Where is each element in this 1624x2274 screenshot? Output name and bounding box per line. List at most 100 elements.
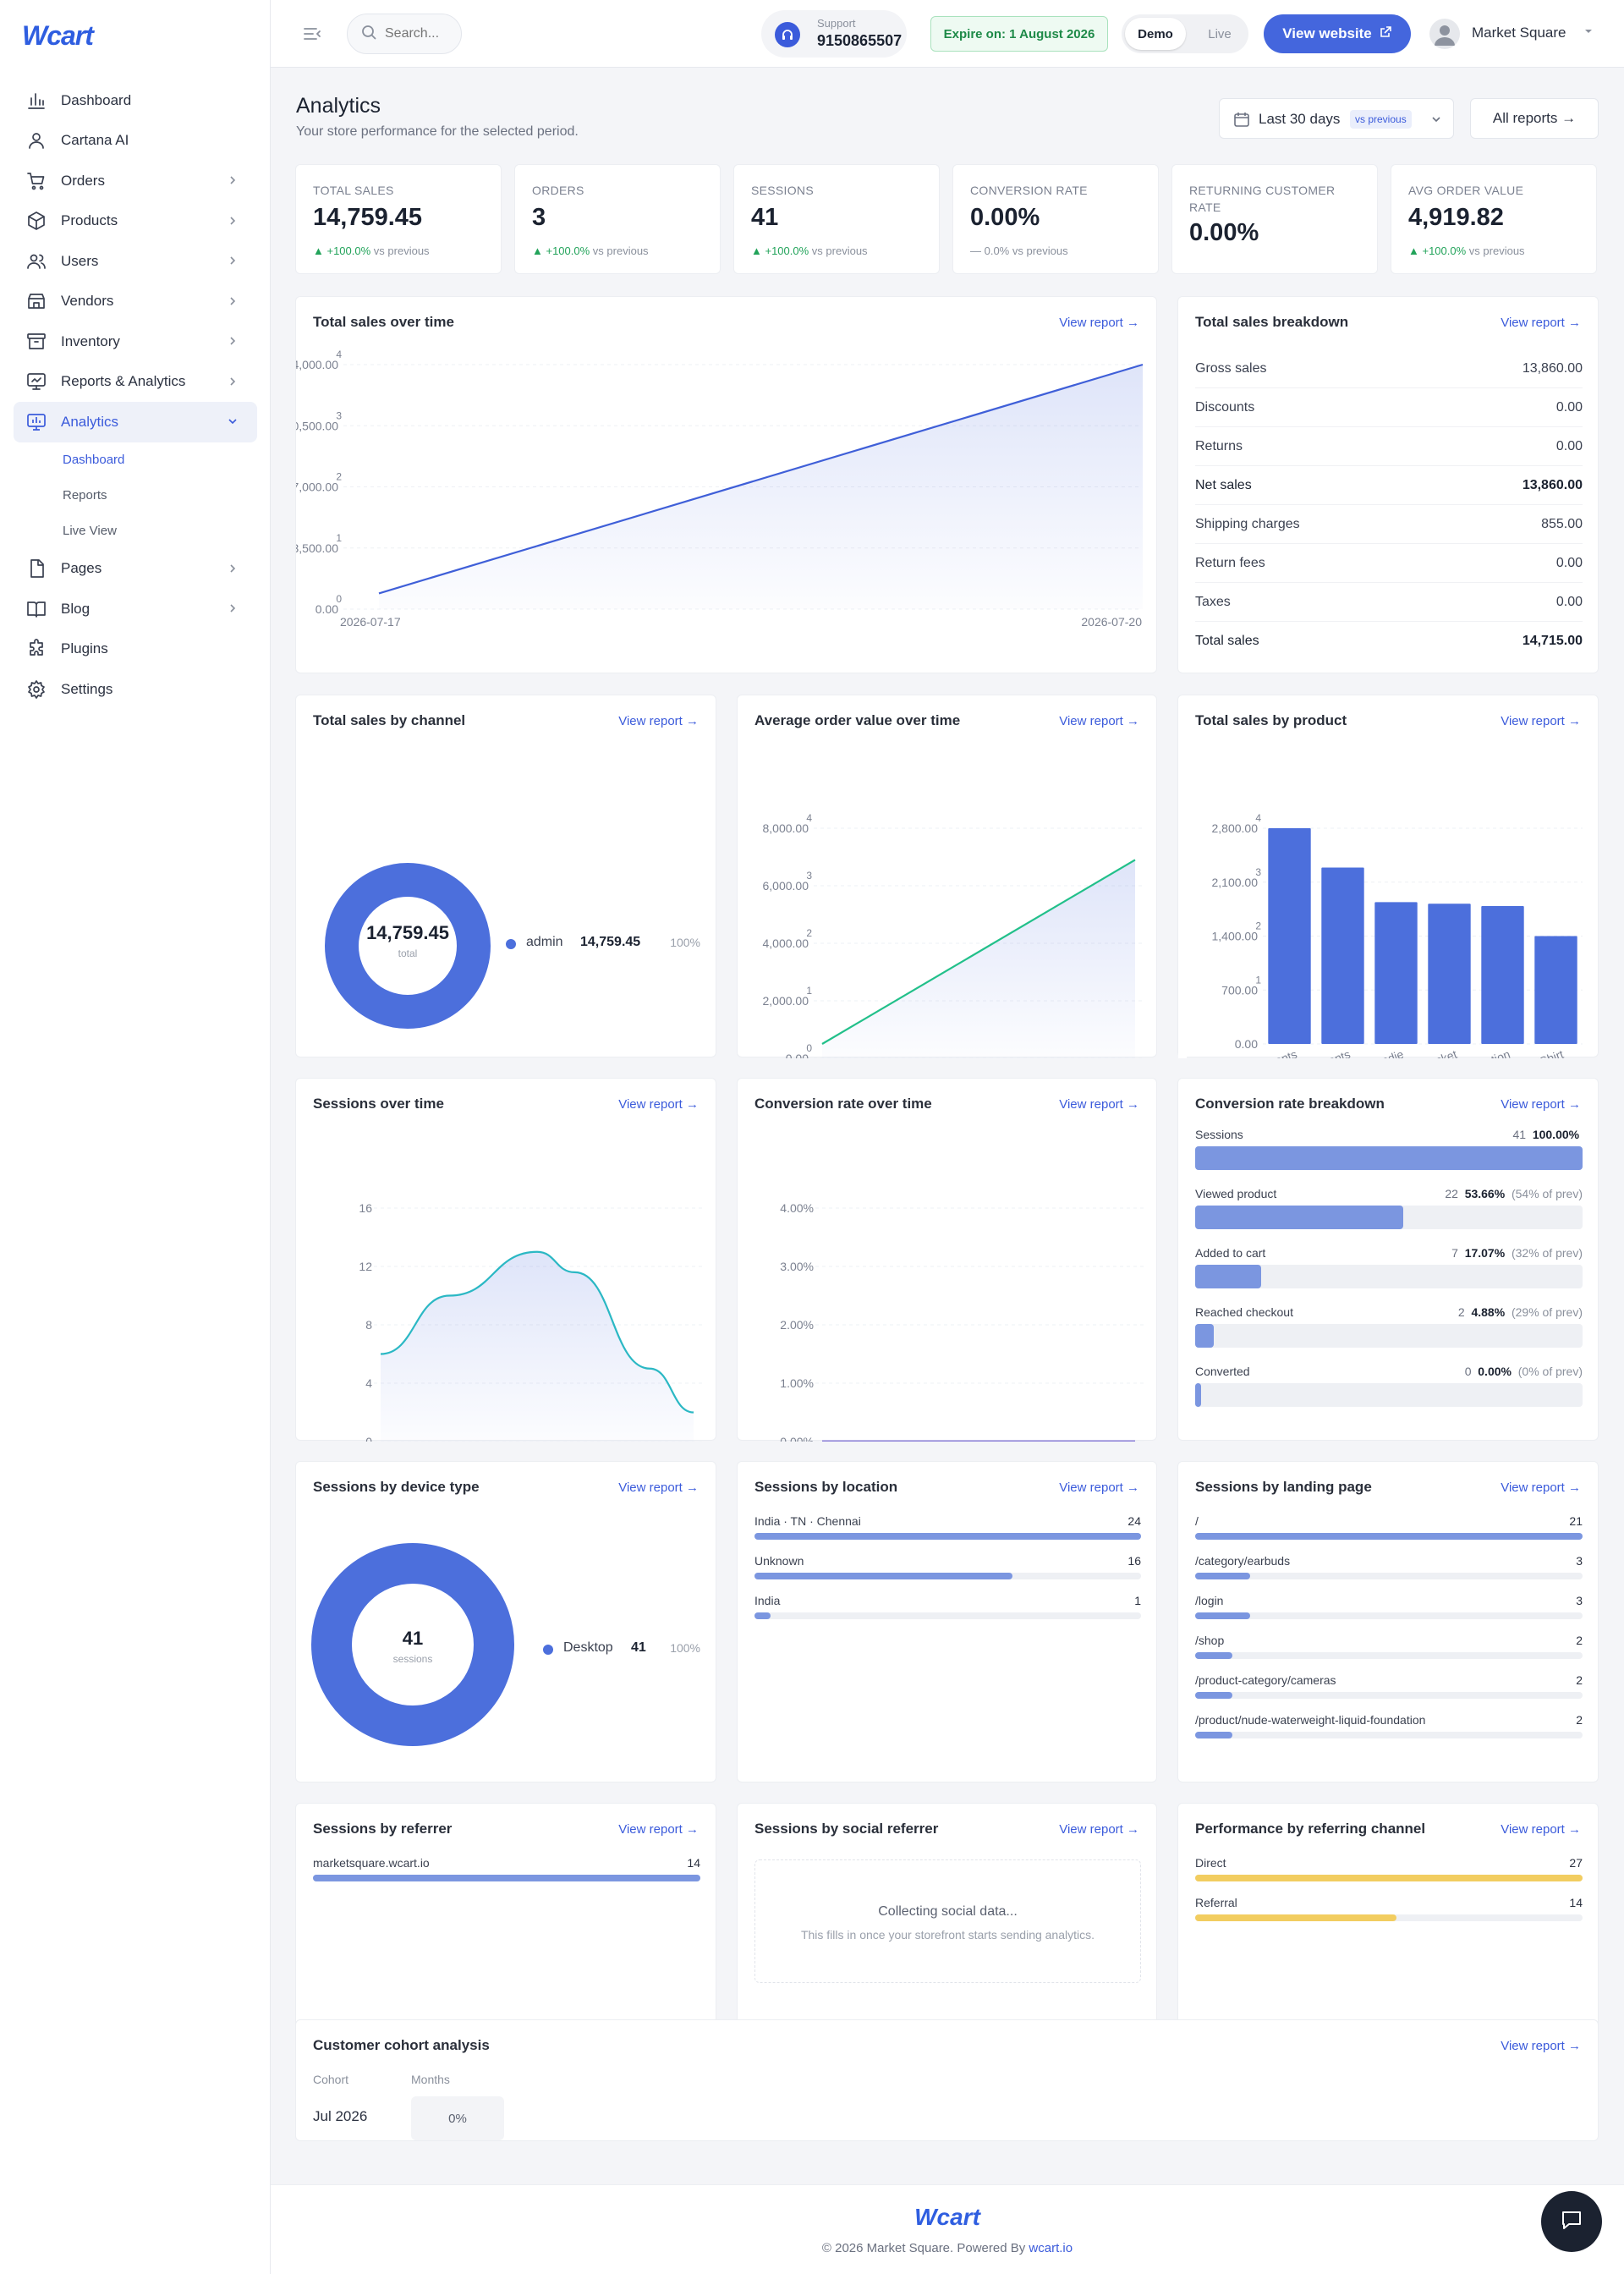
view-report-link[interactable]: View report →: [1501, 714, 1581, 728]
page-title: Analytics: [296, 94, 381, 118]
mode-toggle[interactable]: Demo Live: [1122, 14, 1248, 53]
y-tick-label: 16: [359, 1201, 372, 1215]
card-title: Sessions by landing page: [1195, 1479, 1372, 1495]
sidebar-item-reports-analytics[interactable]: Reports & Analytics: [14, 362, 257, 403]
sidebar-item-vendors[interactable]: Vendors: [14, 282, 257, 322]
bar-list-item: /login 3: [1195, 1594, 1583, 1634]
donut-center-label: sessions: [392, 1653, 433, 1665]
archive-icon: [25, 331, 47, 353]
bar-label: /login: [1195, 1594, 1224, 1607]
funnel-label: Sessions: [1195, 1128, 1243, 1141]
breakdown-label: Net sales: [1195, 477, 1252, 492]
funnel-count: 2: [1457, 1305, 1465, 1319]
stat-label: CONVERSION RATE: [970, 184, 1088, 197]
sidebar-sub-item-live-view[interactable]: Live View: [63, 524, 117, 538]
all-reports-button[interactable]: All reports →: [1470, 98, 1599, 139]
view-report-link[interactable]: View report →: [1059, 1480, 1139, 1495]
view-report-link[interactable]: View report →: [1501, 1822, 1581, 1837]
view-report-link[interactable]: View report →: [1501, 1480, 1581, 1495]
bar-fill: [1195, 1573, 1251, 1579]
bar: [1374, 902, 1418, 1044]
delta-suffix: vs previous: [1012, 244, 1068, 257]
bar-label: marketsquare.wcart.io: [313, 1856, 430, 1870]
footer-copyright: © 2026 Market Square. Powered By wcart.i…: [271, 2241, 1624, 2255]
breakdown-value: 13,860.00: [1522, 360, 1583, 376]
search-input[interactable]: [385, 26, 453, 41]
file-icon: [25, 558, 47, 579]
breakdown-label: Returns: [1195, 438, 1243, 453]
card-title: Total sales breakdown: [1195, 314, 1349, 330]
sidebar-sub-item-dashboard[interactable]: Dashboard: [63, 453, 125, 467]
sidebar-item-settings[interactable]: Settings: [14, 669, 257, 710]
view-report-link[interactable]: View report →: [1059, 316, 1139, 330]
sidebar-item-cartana-ai[interactable]: Cartana AI: [14, 121, 257, 162]
x-tick-label: 2026-07-17: [340, 615, 401, 629]
footer-logo[interactable]: Wcart: [914, 2204, 980, 2230]
sidebar-item-inventory[interactable]: Inventory: [14, 321, 257, 362]
chevron-right-icon: [225, 333, 240, 349]
sidebar-item-users[interactable]: Users: [14, 241, 257, 282]
demo-option[interactable]: Demo: [1125, 18, 1186, 50]
view-website-label: View website: [1282, 25, 1372, 41]
live-option[interactable]: Live: [1208, 26, 1232, 41]
user-menu[interactable]: Market Square: [1429, 15, 1599, 52]
series-area: [381, 1251, 694, 1442]
funnel-count: 7: [1451, 1246, 1458, 1260]
funnel-label: Converted: [1195, 1365, 1250, 1378]
bar-track: [1195, 1875, 1583, 1881]
sidebar-item-blog[interactable]: Blog: [14, 589, 257, 629]
search-box[interactable]: [347, 14, 462, 54]
chevron-right-icon: [225, 601, 240, 616]
sidebar-item-dashboard[interactable]: Dashboard: [14, 80, 257, 121]
sidebar-item-plugins[interactable]: Plugins: [14, 629, 257, 670]
stat-label: TOTAL SALES: [313, 184, 394, 197]
view-report-link[interactable]: View report →: [1059, 1822, 1139, 1837]
collapse-sidebar-icon[interactable]: [303, 25, 321, 42]
view-report-link[interactable]: View report →: [1501, 2039, 1581, 2053]
view-report-link[interactable]: View report →: [1059, 714, 1139, 728]
delta-value: ▲ +100.0%: [313, 244, 371, 257]
sidebar-sub-item-reports[interactable]: Reports: [63, 488, 107, 503]
col-months: Months: [411, 2073, 450, 2086]
sidebar-item-pages[interactable]: Pages: [14, 549, 257, 590]
sidebar-item-label: Reports & Analytics: [61, 373, 186, 390]
date-range-select[interactable]: Last 30 days vs previous: [1219, 98, 1454, 139]
view-report-link[interactable]: View report →: [1059, 1097, 1139, 1112]
footer-link[interactable]: wcart.io: [1029, 2241, 1073, 2255]
funnel-pct: 100.00%: [1532, 1128, 1580, 1141]
bar-fill: [754, 1573, 1012, 1579]
bar-label: /product-category/cameras: [1195, 1673, 1336, 1687]
view-report-link[interactable]: View report →: [618, 1480, 699, 1495]
bar-fill: [313, 1875, 700, 1881]
chat-icon: [1559, 2207, 1584, 2237]
view-report-link[interactable]: View report →: [618, 1097, 699, 1112]
support-box[interactable]: Support 9150865507: [761, 10, 907, 58]
sidebar-item-label: Vendors: [61, 293, 114, 310]
view-report-link[interactable]: View report →: [1501, 1097, 1581, 1112]
search-icon: [361, 25, 376, 44]
breakdown-row: Gross sales 13,860.00: [1195, 349, 1583, 388]
y-tick-label: 12: [359, 1260, 372, 1273]
view-report-link[interactable]: View report →: [618, 1822, 699, 1837]
sidebar-item-analytics[interactable]: Analytics: [14, 402, 257, 442]
sidebar-item-products[interactable]: Products: [14, 201, 257, 242]
view-website-button[interactable]: View website: [1264, 14, 1411, 53]
bar-list-item: /product/nude-waterweight-liquid-foundat…: [1195, 1713, 1583, 1753]
analytics-icon: [25, 411, 47, 433]
y-tick-label: 0.00: [1235, 1037, 1258, 1051]
bar-track: [754, 1612, 1141, 1619]
breakdown-label: Return fees: [1195, 555, 1265, 570]
stat-delta: ▲ +100.0% vs previous: [751, 244, 868, 257]
stat-label: SESSIONS: [751, 184, 814, 197]
view-report-link[interactable]: View report →: [618, 714, 699, 728]
sidebar-item-orders[interactable]: Orders: [14, 161, 257, 201]
bar-fill: [1195, 1875, 1583, 1881]
y-tick-label: 700.00: [1221, 983, 1258, 997]
chat-button[interactable]: [1541, 2191, 1602, 2252]
y-tick-label: 0.00: [315, 602, 338, 616]
funnel-track: [1195, 1265, 1583, 1288]
logo[interactable]: Wcart: [22, 20, 94, 51]
chevron-right-icon: [225, 173, 240, 188]
view-report-link[interactable]: View report →: [1501, 316, 1581, 330]
bar-track: [313, 1875, 700, 1881]
